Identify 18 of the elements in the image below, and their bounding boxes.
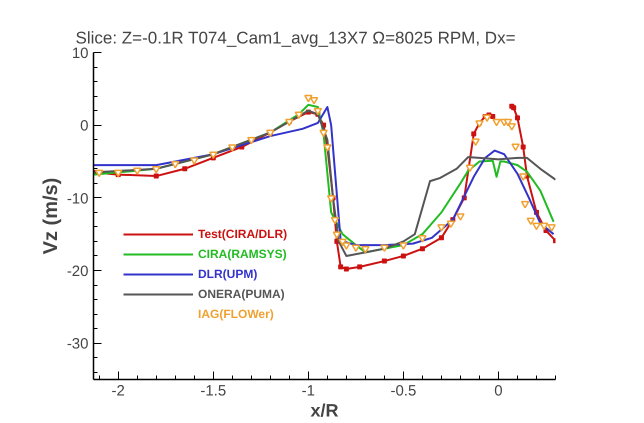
- chart-title: Slice: Z=-0.1R T074_Cam1_avg_13X7 Ω=8025 RPM, Dx=: [76, 28, 516, 48]
- y-tick-label: 10: [72, 45, 89, 62]
- x-tick-label: -1.5: [200, 382, 226, 400]
- x-tick-label: -1: [302, 382, 316, 400]
- x-tick-label: -0.5: [390, 382, 416, 400]
- text: ONERA(PUMA): [198, 287, 285, 301]
- text: IAG(FLOWer): [198, 307, 274, 321]
- y-tick-label: -30: [66, 336, 89, 353]
- x-tick-label: 0: [494, 382, 503, 400]
- text: DLR(UPM): [198, 267, 258, 281]
- x-axis-title: x/R: [310, 400, 339, 420]
- x-tick-label: -2: [112, 382, 125, 400]
- y-tick-label: -10: [66, 190, 89, 208]
- text: Test(CIRA/DLR): [198, 227, 288, 241]
- text: CIRA(RAMSYS): [198, 247, 287, 261]
- y-tick-label: 0: [80, 118, 88, 135]
- y-axis-title: Vz (m/s): [40, 178, 62, 254]
- y-tick-label: -20: [66, 263, 89, 280]
